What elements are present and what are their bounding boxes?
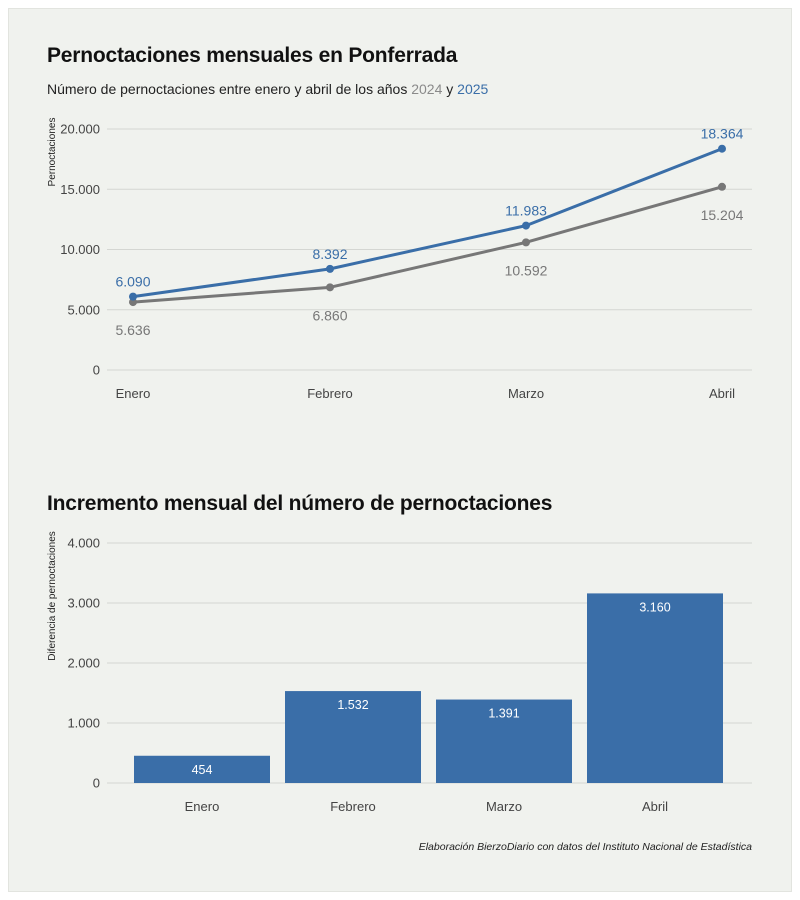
line-chart-ytick-label: 5.000 — [67, 302, 100, 317]
line-data-label-2024: 5.636 — [115, 322, 150, 338]
source-caption: Elaboración BierzoDiario con datos del I… — [418, 841, 752, 853]
line-data-label-2024: 6.860 — [312, 307, 347, 323]
line-data-label-2025: 18.364 — [701, 126, 744, 142]
line-data-label-2025: 8.392 — [312, 246, 347, 262]
subtitle-prefix: Número de pernoctaciones entre enero y a… — [47, 81, 408, 97]
bar-data-label: 1.532 — [337, 698, 368, 712]
line-chart-xtick-label: Febrero — [307, 386, 353, 401]
line-chart-xtick-label: Abril — [709, 386, 735, 401]
line-chart-xtick-label: Marzo — [508, 386, 544, 401]
bar-chart-xtick-label: Marzo — [486, 799, 522, 814]
line-point-2025 — [522, 221, 530, 230]
bar-chart-title: Incremento mensual del número de pernoct… — [47, 492, 553, 515]
line-series-2025 — [132, 147, 723, 299]
bar-chart-xtick-label: Abril — [642, 799, 668, 814]
bar — [436, 699, 572, 783]
line-chart-ytick-label: 10.000 — [60, 242, 100, 257]
line-data-label-2024: 15.204 — [701, 207, 744, 223]
bar-chart-ytick-label: 0 — [93, 776, 100, 791]
line-point-2024 — [129, 298, 137, 307]
bar-data-label: 3.160 — [639, 600, 670, 614]
line-point-2024 — [718, 182, 726, 191]
line-data-label-2025: 11.983 — [505, 203, 547, 219]
line-chart-ytick-label: 20.000 — [60, 122, 100, 137]
bar-data-label: 1.391 — [488, 707, 519, 721]
line-data-label-2025: 6.090 — [115, 274, 150, 290]
bar — [134, 755, 270, 783]
line-point-2025 — [129, 292, 137, 301]
bar-chart-ytick-label: 2.000 — [67, 656, 100, 671]
line-point-2024 — [326, 283, 334, 292]
subtitle-year-2024: 2024 — [411, 81, 443, 97]
line-chart-ylabel: Pernoctaciones — [47, 118, 58, 187]
bar-chart-ytick-label: 4.000 — [67, 536, 100, 551]
line-chart-title: Pernoctaciones mensuales en Ponferrada — [47, 44, 458, 67]
line-series-2024 — [132, 185, 723, 304]
line-chart-ytick-label: 0 — [93, 363, 100, 378]
bar — [285, 691, 421, 783]
bar-chart-xtick-label: Febrero — [330, 799, 376, 814]
subtitle-year-2025: 2025 — [457, 81, 489, 97]
bar-data-label: 454 — [192, 763, 213, 777]
bar-chart-xtick-label: Enero — [185, 799, 220, 814]
subtitle-joiner: y — [446, 81, 454, 97]
line-data-label-2024: 10.592 — [505, 262, 548, 278]
bar — [587, 593, 723, 783]
line-point-2024 — [522, 238, 530, 247]
line-point-2025 — [326, 264, 334, 273]
bar-chart-ytick-label: 1.000 — [67, 716, 100, 731]
line-chart-xtick-label: Enero — [116, 386, 151, 401]
bar-chart-ylabel: Diferencia de pernoctaciones — [47, 531, 58, 661]
bar-chart-ytick-label: 3.000 — [67, 596, 100, 611]
line-chart-subtitle: Número de pernoctaciones entre enero y a… — [47, 81, 488, 97]
line-point-2025 — [718, 144, 726, 153]
line-chart-ytick-label: 15.000 — [60, 182, 100, 197]
